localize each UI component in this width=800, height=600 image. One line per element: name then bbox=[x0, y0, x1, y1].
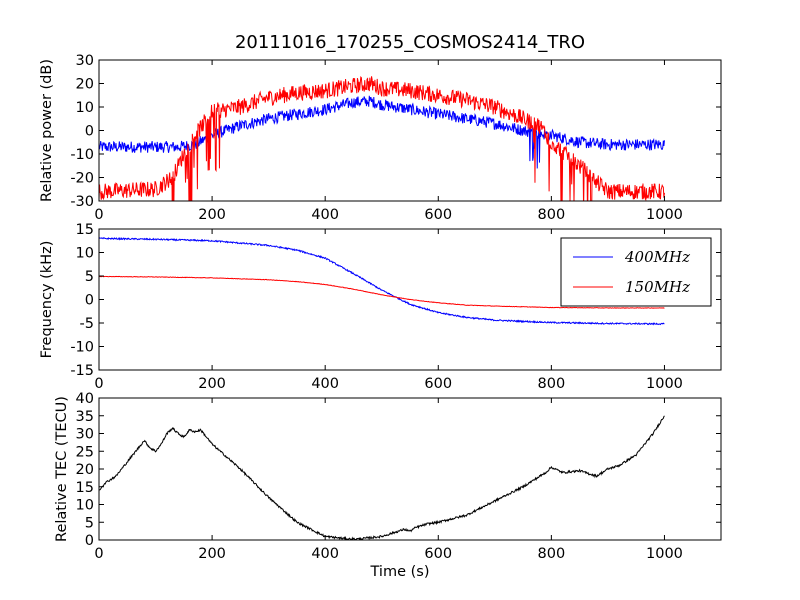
chart-panel-tec: 0 200 400 600 800 10000510152025303540Relativ… bbox=[54, 391, 722, 580]
y-tick-label: -10 bbox=[70, 340, 94, 356]
x-tick-label: 800 bbox=[538, 207, 566, 223]
y-tick-label: 35 bbox=[76, 409, 94, 425]
y-tick-label: -5 bbox=[80, 316, 94, 332]
x-tick-label: 200 bbox=[198, 546, 226, 562]
x-tick-label: 400 bbox=[311, 207, 339, 223]
y-tick-label: -30 bbox=[70, 194, 94, 210]
y-tick-label: -10 bbox=[70, 147, 94, 163]
y-tick-label: 30 bbox=[76, 427, 94, 443]
x-tick-label: 600 bbox=[424, 546, 452, 562]
x-tick-label: 600 bbox=[424, 207, 452, 223]
x-tick-label: 800 bbox=[538, 546, 566, 562]
y-axis-label: Relative TEC (TECU) bbox=[54, 396, 70, 542]
x-tick-label: 1000 bbox=[646, 546, 683, 562]
x-tick-label: 400 bbox=[311, 546, 339, 562]
y-tick-label: 5 bbox=[85, 269, 94, 285]
y-tick-label: 15 bbox=[76, 480, 94, 496]
x-tick-label: 200 bbox=[198, 376, 226, 392]
y-tick-label: 10 bbox=[76, 100, 94, 116]
y-tick-label: 40 bbox=[76, 391, 94, 407]
y-tick-label: 20 bbox=[76, 77, 94, 93]
x-tick-label: 0 bbox=[94, 376, 103, 392]
y-tick-label: 20 bbox=[76, 462, 94, 478]
y-tick-label: 25 bbox=[76, 444, 94, 460]
x-axis-label: Time (s) bbox=[370, 564, 430, 580]
y-axis-label: Relative power (dB) bbox=[39, 59, 55, 202]
x-tick-label: 0 bbox=[94, 207, 103, 223]
x-tick-label: 600 bbox=[424, 376, 452, 392]
figure-title: 20111016_170255_COSMOS2414_TRO bbox=[235, 32, 585, 53]
x-tick-label: 800 bbox=[538, 376, 566, 392]
y-axis-label: Frequency (kHz) bbox=[39, 241, 55, 359]
y-tick-label: 0 bbox=[85, 533, 94, 549]
x-tick-label: 400 bbox=[311, 376, 339, 392]
y-tick-label: 0 bbox=[85, 293, 94, 309]
x-tick-label: 1000 bbox=[646, 376, 683, 392]
y-tick-label: 15 bbox=[76, 222, 94, 238]
legend-label: 400MHz bbox=[624, 248, 690, 266]
series-line-power-1 bbox=[99, 76, 665, 201]
chart-panel-power: 0 200 400 600 800 1000 -30 -20 -10 0 10 20 30 Relativ… bbox=[39, 53, 722, 223]
series-line-400MHz bbox=[99, 236, 665, 326]
chart-panel-frequency: 0 200 400 600 800 1000 -15 -10 -5 0 5 10 15 Frequency… bbox=[39, 222, 722, 392]
y-tick-label: 10 bbox=[76, 246, 94, 262]
x-tick-label: 200 bbox=[198, 207, 226, 223]
y-tick-label: 10 bbox=[76, 498, 94, 514]
y-tick-label: -15 bbox=[70, 363, 94, 379]
legend-box bbox=[560, 237, 712, 307]
series-line-150MHz bbox=[99, 275, 665, 309]
x-tick-label: 1000 bbox=[646, 207, 683, 223]
series-line-tec-0 bbox=[99, 415, 665, 540]
y-tick-label: 5 bbox=[85, 515, 94, 531]
legend-label: 150MHz bbox=[625, 278, 690, 296]
legend: 400MHz 150MHz bbox=[560, 237, 712, 307]
y-tick-label: 30 bbox=[76, 53, 94, 69]
y-tick-label: -20 bbox=[70, 171, 94, 187]
y-tick-label: 0 bbox=[85, 124, 94, 140]
x-tick-label: 0 bbox=[94, 546, 103, 562]
chart-panels: 0 200 400 600 800 1000-30-20-100102030Relativ… bbox=[39, 53, 722, 580]
